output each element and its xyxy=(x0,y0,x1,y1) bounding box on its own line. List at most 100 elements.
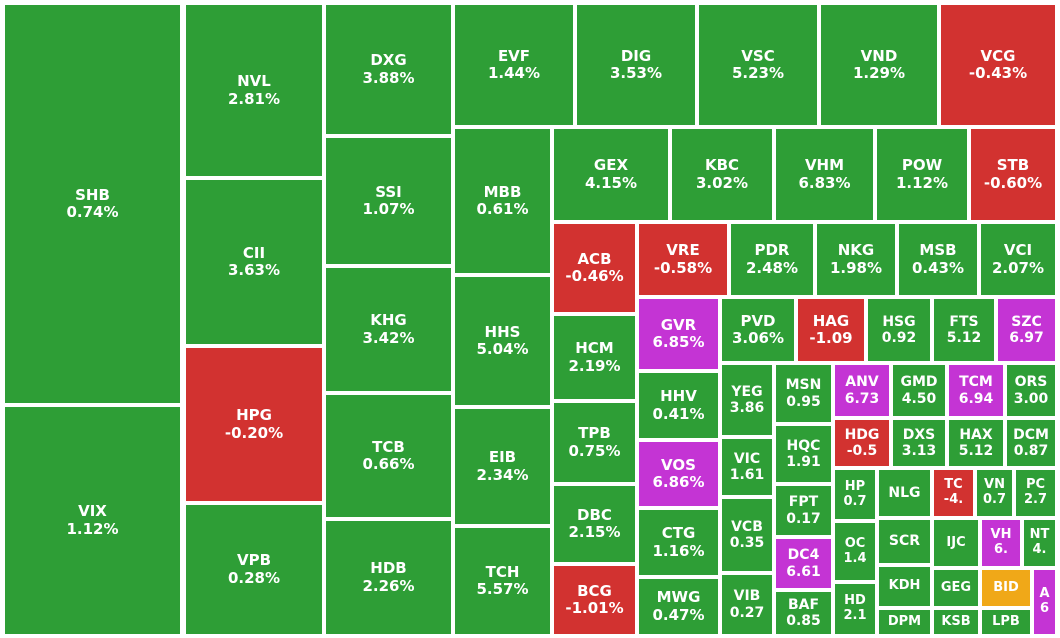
treemap-tile-dcm[interactable]: DCM 0.87 xyxy=(1005,418,1057,468)
tile-ticker: NLG xyxy=(888,484,921,501)
treemap-tile-gvr[interactable]: GVR 6.85% xyxy=(637,297,720,371)
treemap-tile-oc[interactable]: OC 1.4 xyxy=(833,521,877,582)
treemap-tile-mbb[interactable]: MBB 0.61% xyxy=(453,127,552,275)
tile-ticker: HP xyxy=(844,478,866,494)
treemap-tile-gex[interactable]: GEX 4.15% xyxy=(552,127,670,222)
treemap-tile-geg[interactable]: GEG xyxy=(932,568,980,608)
treemap-tile-hhs[interactable]: HHS 5.04% xyxy=(453,275,552,407)
treemap-tile-vix[interactable]: VIX 1.12% xyxy=(3,405,182,636)
treemap-tile-vic[interactable]: VIC 1.61 xyxy=(720,437,774,497)
treemap-tile-evf[interactable]: EVF 1.44% xyxy=(453,3,575,127)
treemap-tile-yeg[interactable]: YEG 3.86 xyxy=(720,363,774,437)
treemap-tile-vpb[interactable]: VPB 0.28% xyxy=(184,503,324,636)
tile-ticker: VN xyxy=(984,477,1005,493)
treemap-tile-vsc[interactable]: VSC 5.23% xyxy=(697,3,819,127)
treemap-tile-hcm[interactable]: HCM 2.19% xyxy=(552,314,637,401)
treemap-tile-szc[interactable]: SZC 6.97 xyxy=(996,297,1057,363)
treemap-tile-vib[interactable]: VIB 0.27 xyxy=(720,573,774,636)
treemap-tile-dbc[interactable]: DBC 2.15% xyxy=(552,484,637,564)
tile-change: 6.61 xyxy=(786,563,821,580)
treemap-tile-tpb[interactable]: TPB 0.75% xyxy=(552,401,637,484)
treemap-tile-hax[interactable]: HAX 5.12 xyxy=(947,418,1005,468)
treemap-tile-vn[interactable]: VN 0.7 xyxy=(975,468,1014,518)
treemap-tile-ssi[interactable]: SSI 1.07% xyxy=(324,136,453,266)
tile-ticker: HDG xyxy=(844,426,880,443)
tile-ticker: CTG xyxy=(661,524,696,543)
treemap-tile-tch[interactable]: TCH 5.57% xyxy=(453,526,552,636)
tile-ticker: HPG xyxy=(236,406,272,425)
treemap-tile-vcb[interactable]: VCB 0.35 xyxy=(720,497,774,573)
treemap-tile-lpb[interactable]: LPB xyxy=(980,608,1032,636)
tile-change: 5.12 xyxy=(958,443,994,459)
treemap-tile-acb[interactable]: ACB -0.46% xyxy=(552,222,637,314)
treemap-tile-bid[interactable]: BID xyxy=(980,568,1032,608)
tile-change: 1.16% xyxy=(652,541,705,560)
treemap-tile-vhm[interactable]: VHM 6.83% xyxy=(774,127,875,222)
tile-ticker: TCH xyxy=(485,562,520,581)
treemap-tile-dig[interactable]: DIG 3.53% xyxy=(575,3,697,127)
tile-change: 6.94 xyxy=(958,390,994,407)
treemap-tile-scr[interactable]: SCR xyxy=(877,518,932,565)
treemap-tile-fts[interactable]: FTS 5.12 xyxy=(932,297,996,363)
treemap-tile-baf[interactable]: BAF 0.85 xyxy=(774,590,833,636)
tile-ticker: ORS xyxy=(1014,374,1048,391)
tile-ticker: SHB xyxy=(75,185,110,204)
treemap-tile-pc[interactable]: PC 2.7 xyxy=(1014,468,1057,518)
tile-change: 0.87 xyxy=(1013,443,1049,459)
treemap-tile-vnd[interactable]: VND 1.29% xyxy=(819,3,939,127)
treemap-tile-hdg[interactable]: HDG -0.5 xyxy=(833,418,891,468)
treemap-tile-anv[interactable]: ANV 6.73 xyxy=(833,363,891,418)
treemap-tile-dxs[interactable]: DXS 3.13 xyxy=(891,418,947,468)
treemap-tile-cii[interactable]: CII 3.63% xyxy=(184,178,324,346)
treemap-tile-eib[interactable]: EIB 2.34% xyxy=(453,407,552,526)
treemap-tile-ctg[interactable]: CTG 1.16% xyxy=(637,508,720,577)
tile-ticker: MWG xyxy=(656,588,701,607)
treemap-tile-dc4[interactable]: DC4 6.61 xyxy=(774,537,833,590)
treemap-tile-vos[interactable]: VOS 6.86% xyxy=(637,440,720,508)
treemap-tile-pow[interactable]: POW 1.12% xyxy=(875,127,969,222)
treemap-tile-msb[interactable]: MSB 0.43% xyxy=(897,222,979,297)
treemap-tile-stb[interactable]: STB -0.60% xyxy=(969,127,1057,222)
treemap-tile-vre[interactable]: VRE -0.58% xyxy=(637,222,729,297)
treemap-tile-mwg[interactable]: MWG 0.47% xyxy=(637,577,720,636)
treemap-tile-hpg[interactable]: HPG -0.20% xyxy=(184,346,324,503)
treemap-tile-bcg[interactable]: BCG -1.01% xyxy=(552,564,637,636)
tile-ticker: STB xyxy=(996,156,1030,175)
treemap-tile-hag[interactable]: HAG -1.09 xyxy=(796,297,866,363)
tile-change: 0.7 xyxy=(843,493,867,509)
treemap-tile-vcg[interactable]: VCG -0.43% xyxy=(939,3,1057,127)
treemap-tile-msn[interactable]: MSN 0.95 xyxy=(774,363,833,424)
treemap-tile-nlg[interactable]: NLG xyxy=(877,468,932,518)
treemap-tile-dxg[interactable]: DXG 3.88% xyxy=(324,3,453,136)
treemap-tile-hdb[interactable]: HDB 2.26% xyxy=(324,519,453,636)
treemap-tile-vh[interactable]: VH 6. xyxy=(980,518,1022,568)
treemap-tile-hsg[interactable]: HSG 0.92 xyxy=(866,297,932,363)
treemap-tile-hhv[interactable]: HHV 0.41% xyxy=(637,371,720,440)
treemap-tile-hp[interactable]: HP 0.7 xyxy=(833,468,877,521)
treemap-tile-shb[interactable]: SHB 0.74% xyxy=(3,3,182,405)
treemap-tile-tc[interactable]: TC -4. xyxy=(932,468,975,518)
treemap-tile-ksb[interactable]: KSB xyxy=(932,608,980,636)
treemap-tile-nt[interactable]: NT 4. xyxy=(1022,518,1057,568)
tile-change: 6.73 xyxy=(844,390,880,407)
treemap-tile-ijc[interactable]: IJC xyxy=(932,518,980,568)
treemap-tile-tcb[interactable]: TCB 0.66% xyxy=(324,393,453,519)
treemap-tile-gmd[interactable]: GMD 4.50 xyxy=(891,363,947,418)
treemap-tile-ors[interactable]: ORS 3.00 xyxy=(1005,363,1057,418)
treemap-tile-vci[interactable]: VCI 2.07% xyxy=(979,222,1057,297)
treemap-tile-dpm[interactable]: DPM xyxy=(877,608,932,636)
treemap-tile-hqc[interactable]: HQC 1.91 xyxy=(774,424,833,484)
treemap-tile-fpt[interactable]: FPT 0.17 xyxy=(774,484,833,537)
treemap-tile-pdr[interactable]: PDR 2.48% xyxy=(729,222,815,297)
tile-change: 3.63% xyxy=(227,261,281,279)
treemap-tile-kdh[interactable]: KDH xyxy=(877,565,932,608)
treemap-tile-kbc[interactable]: KBC 3.02% xyxy=(670,127,774,222)
treemap-tile-tcm[interactable]: TCM 6.94 xyxy=(947,363,1005,418)
treemap-tile-nkg[interactable]: NKG 1.98% xyxy=(815,222,897,297)
treemap-tile-hd[interactable]: HD 2.1 xyxy=(833,582,877,636)
treemap-tile-pvd[interactable]: PVD 3.06% xyxy=(720,297,796,363)
tile-ticker: NKG xyxy=(837,241,875,260)
treemap-tile-khg[interactable]: KHG 3.42% xyxy=(324,266,453,393)
treemap-tile-nvl[interactable]: NVL 2.81% xyxy=(184,3,324,178)
